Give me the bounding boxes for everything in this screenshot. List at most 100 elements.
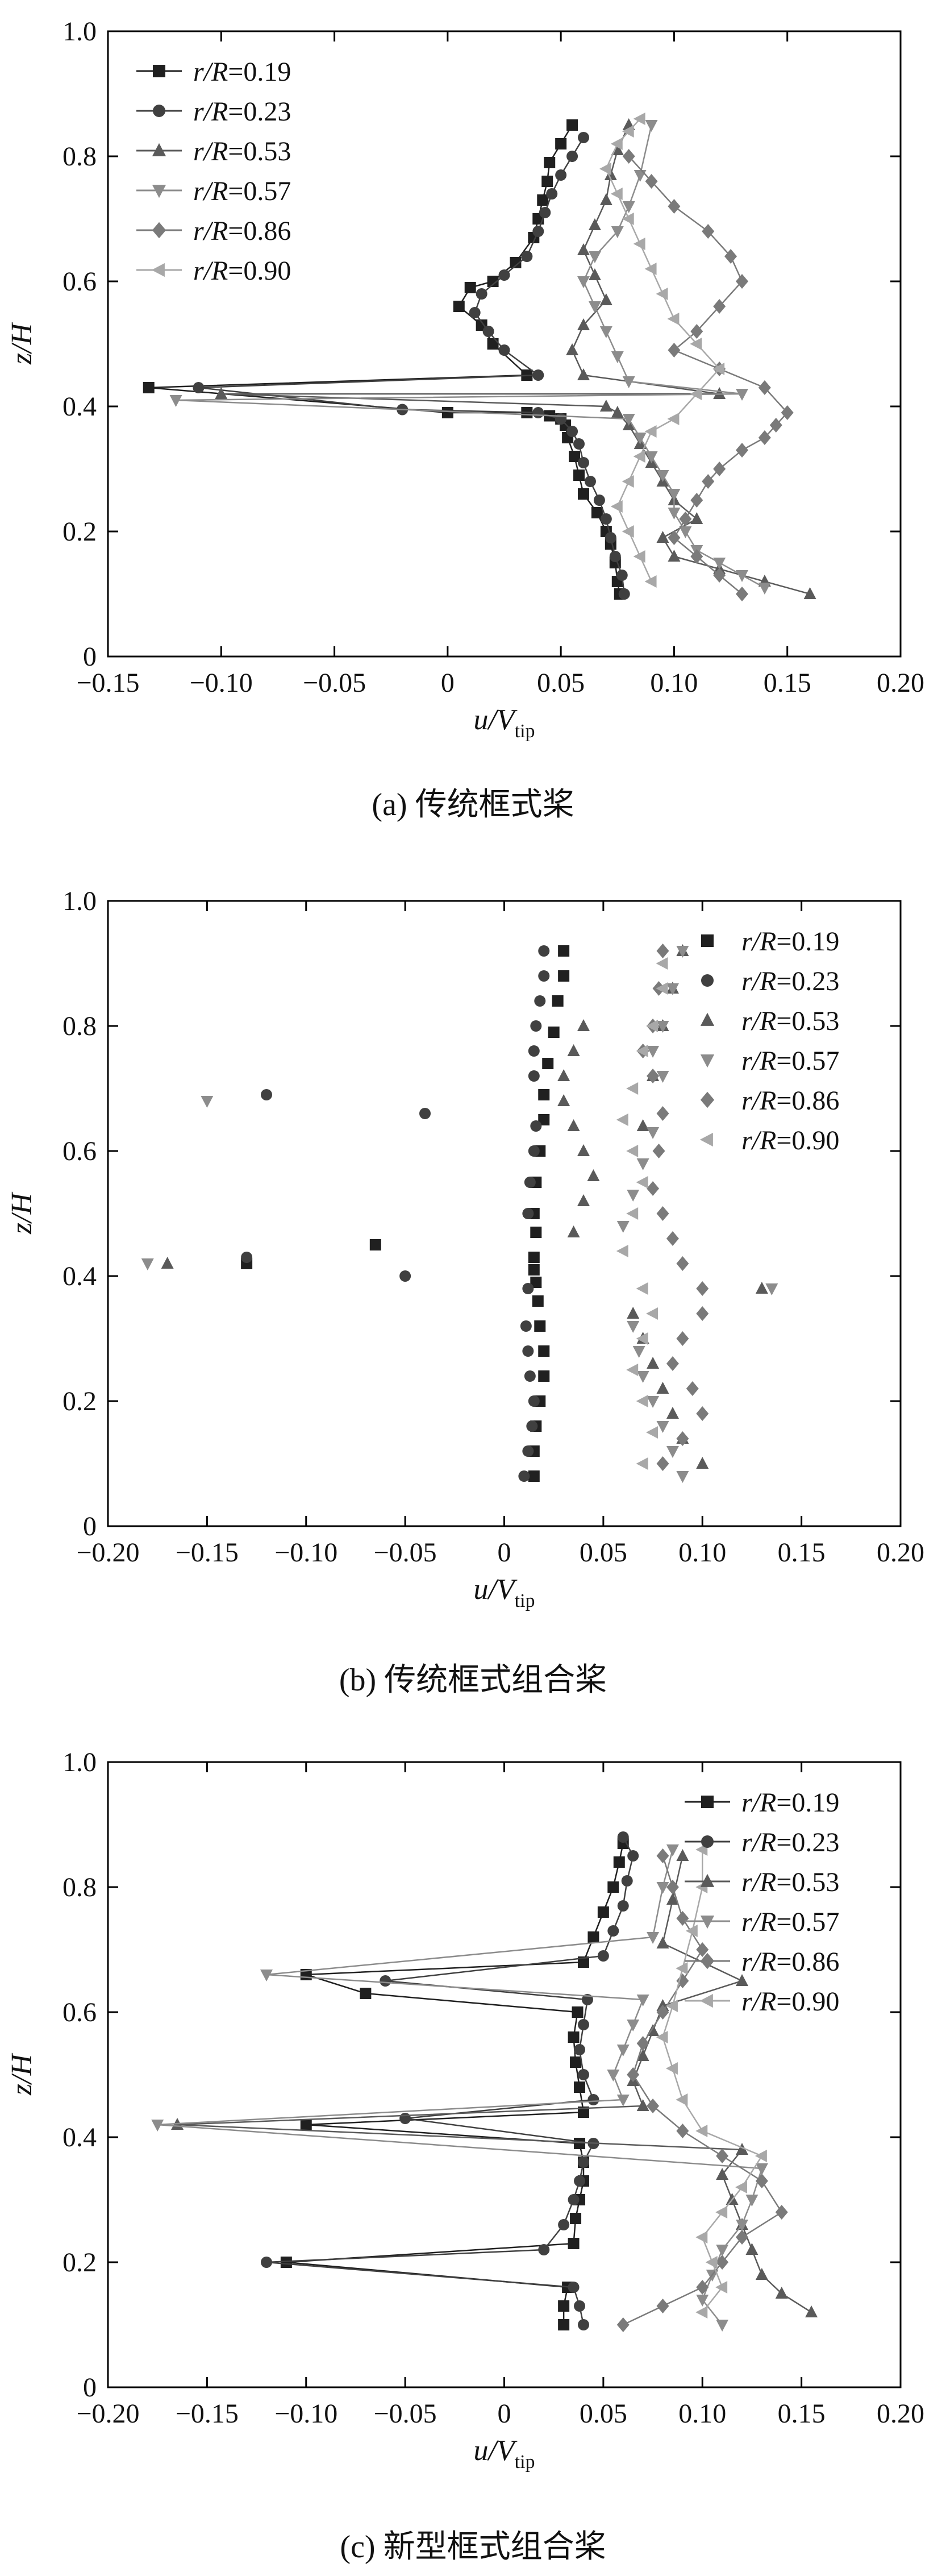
data-point: [676, 1973, 689, 1988]
data-point: [656, 1021, 669, 1033]
data-point: [724, 249, 737, 264]
data-point: [578, 2019, 589, 2030]
data-point: [715, 2206, 728, 2218]
data-point: [464, 282, 476, 293]
data-point: [713, 558, 726, 570]
x-axis-label: u/Vtip: [473, 1573, 535, 1611]
data-point: [280, 2257, 292, 2268]
data-point: [574, 2081, 586, 2093]
data-point: [588, 301, 601, 313]
data-point: [522, 1345, 534, 1357]
data-point: [555, 169, 567, 181]
data-point: [143, 382, 155, 393]
data-point: [805, 2305, 818, 2317]
data-point: [570, 2213, 582, 2224]
data-point: [558, 945, 570, 957]
data-point: [636, 1282, 648, 1295]
chart-b-svg: −0.20 −0.15 −0.10 −0.05 0 0.05 0.10 0.15 0.20 0 0.…: [6, 886, 924, 1611]
data-point: [627, 2020, 640, 2031]
x-tick-label: −0.10: [274, 2399, 337, 2429]
legend-label: r/R=0.23: [193, 97, 291, 127]
data-point: [633, 238, 645, 250]
data-point: [666, 1407, 679, 1419]
data-point: [597, 1950, 609, 1962]
data-point: [572, 2006, 584, 2018]
data-point: [607, 2070, 620, 2081]
data-point: [735, 2181, 747, 2193]
x-tick-label: 0.05: [580, 2399, 627, 2429]
data-point: [577, 1194, 590, 1206]
legend-label: r/R=0.86: [741, 1086, 839, 1116]
data-point: [476, 288, 487, 300]
y-tick-label: 1.0: [62, 1747, 97, 1777]
data-point: [644, 425, 657, 438]
series-r-r-0-86: [616, 1848, 788, 2332]
data-point: [690, 549, 703, 564]
data-point: [538, 1345, 550, 1357]
data-point: [705, 2256, 718, 2268]
legend: r/R=0.19 r/R=0.23 r/R=0.53 r/R=0.57 r/R=0.86…: [685, 1788, 839, 2017]
data-point: [538, 1370, 550, 1382]
data-point: [627, 1850, 639, 1862]
legend-label: r/R=0.19: [741, 926, 839, 957]
data-point: [645, 451, 658, 463]
y-tick-label: 0.6: [62, 1997, 97, 2027]
data-point: [668, 550, 681, 562]
data-point: [668, 343, 681, 358]
data-point: [633, 113, 645, 125]
data-point: [566, 426, 578, 437]
data-point: [634, 170, 647, 182]
data-point: [636, 2036, 649, 2051]
data-point: [656, 531, 669, 543]
data-point: [526, 1420, 538, 1432]
data-point: [569, 451, 581, 462]
series-line: [662, 1850, 763, 2313]
x-tick-label: −0.05: [374, 1538, 437, 1568]
data-point: [676, 1849, 689, 1861]
data-point: [578, 2319, 589, 2330]
legend-label: r/R=0.23: [741, 1827, 839, 1858]
x-tick-label: 0: [441, 668, 455, 698]
series-r-r-0-23: [241, 945, 550, 1482]
x-tick-label: 0.20: [877, 1538, 924, 1568]
data-point: [668, 508, 681, 520]
data-point: [399, 1270, 411, 1282]
x-tick-label: 0.20: [877, 668, 924, 698]
data-point: [141, 1258, 154, 1270]
data-point: [695, 2306, 708, 2319]
data-point: [647, 1181, 660, 1196]
data-point: [600, 513, 612, 525]
data-point: [755, 2174, 768, 2188]
data-point: [241, 1252, 253, 1263]
y-tick-label: 0.4: [62, 2122, 97, 2153]
data-point: [610, 138, 623, 150]
data-point: [647, 1046, 660, 1058]
data-point: [676, 1256, 689, 1271]
data-point: [528, 1070, 540, 1082]
data-point: [568, 2031, 580, 2043]
data-point: [668, 199, 681, 214]
data-point: [616, 570, 628, 581]
legend-label: r/R=0.57: [193, 176, 291, 206]
data-point: [758, 583, 771, 595]
data-point: [716, 2168, 729, 2180]
data-point: [419, 1108, 431, 1119]
y-tick-label: 0.2: [62, 2247, 97, 2278]
data-point: [666, 1356, 679, 1371]
data-point: [712, 363, 725, 375]
x-tick-label: −0.10: [190, 668, 253, 698]
legend-marker: [700, 1873, 715, 1887]
data-point: [622, 475, 634, 488]
data-point: [716, 2255, 729, 2270]
data-point: [599, 293, 612, 305]
data-point: [616, 2045, 630, 2056]
y-axis-label: z/H: [6, 322, 38, 365]
series-r-r-0-57: [169, 120, 771, 595]
data-point: [599, 326, 612, 338]
data-point: [765, 1283, 778, 1295]
data-point: [616, 2317, 630, 2332]
data-point: [617, 1831, 629, 1843]
y-tick-label: 1.0: [62, 886, 97, 916]
x-tick-label: 0.15: [778, 2399, 826, 2429]
data-point: [690, 493, 703, 508]
